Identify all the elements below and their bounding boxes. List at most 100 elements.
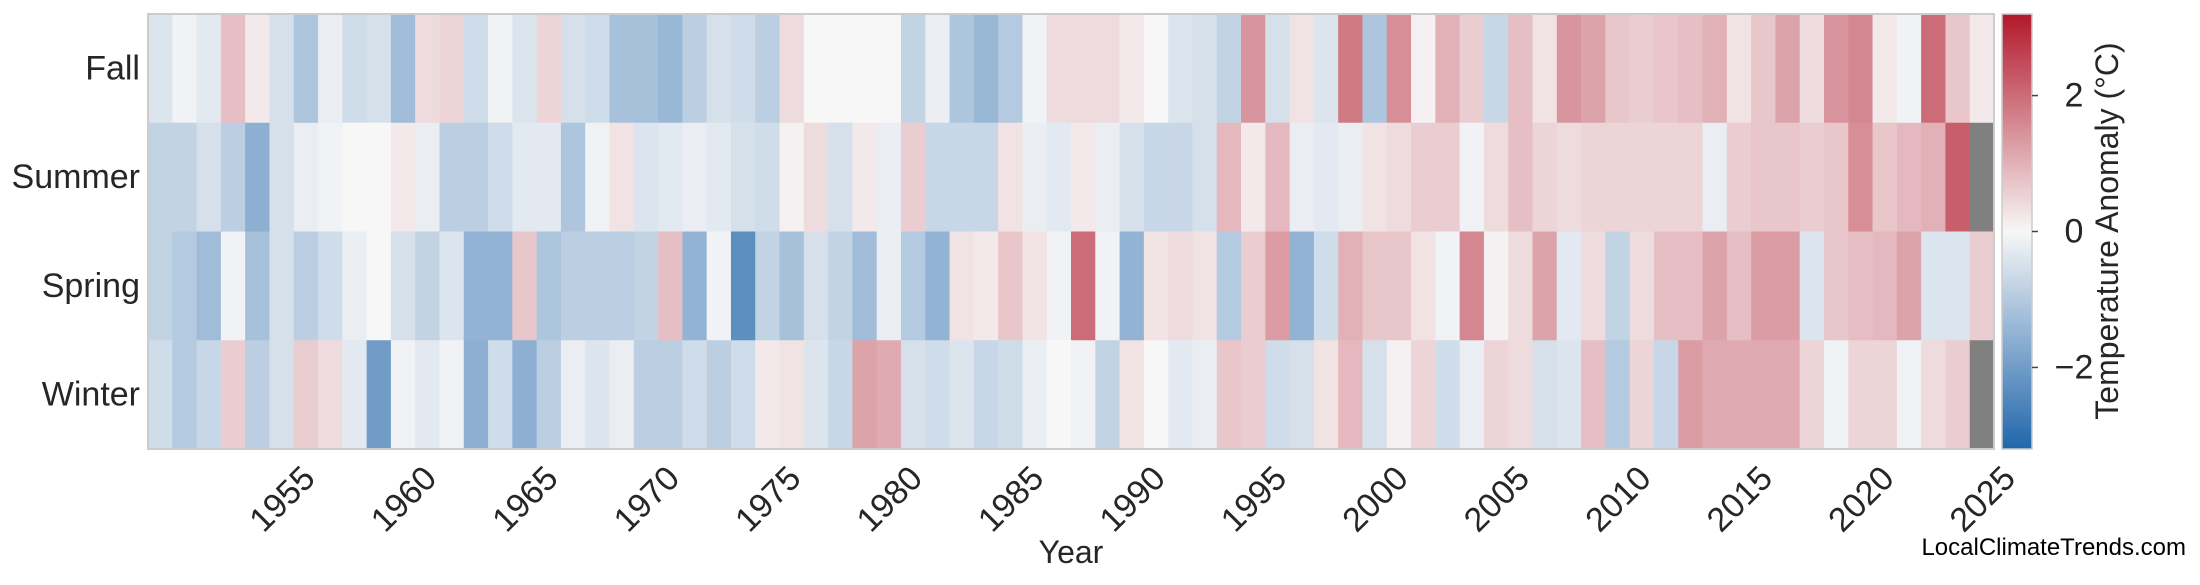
heatmap-cell bbox=[1095, 340, 1121, 450]
heatmap-cell bbox=[318, 14, 343, 124]
heatmap-cell bbox=[1532, 340, 1558, 450]
heatmap-cell bbox=[463, 340, 489, 450]
heatmap-cell bbox=[658, 340, 683, 450]
heatmap-cell bbox=[366, 231, 392, 341]
heatmap-cell bbox=[1726, 14, 1752, 124]
heatmap-cell bbox=[196, 231, 222, 341]
x-tick-label: 1985 bbox=[971, 459, 1051, 539]
heatmap-cell bbox=[560, 340, 586, 450]
heatmap-cell bbox=[1653, 231, 1679, 341]
heatmap-cell bbox=[1192, 122, 1218, 233]
heatmap-cell bbox=[1848, 231, 1874, 341]
heatmap-cell bbox=[852, 340, 878, 450]
heatmap-cell bbox=[293, 231, 319, 341]
heatmap-cell bbox=[828, 340, 853, 450]
heatmap-cell bbox=[755, 231, 781, 341]
heatmap-cell bbox=[585, 122, 611, 233]
heatmap-cell bbox=[1362, 122, 1388, 233]
heatmap-cell bbox=[1411, 122, 1436, 233]
heatmap-cell bbox=[1775, 14, 1801, 124]
heatmap-cell bbox=[1459, 340, 1485, 450]
colorbar-tick-label: 0 bbox=[2065, 213, 2084, 251]
heatmap-cell bbox=[1702, 340, 1728, 450]
heatmap-cell bbox=[1143, 14, 1169, 124]
heatmap-cell bbox=[1046, 14, 1072, 124]
heatmap-cell bbox=[463, 231, 489, 341]
heatmap-cell bbox=[439, 14, 465, 124]
heatmap-cell bbox=[439, 231, 465, 341]
heatmap-cell bbox=[1945, 340, 1971, 450]
heatmap-cell bbox=[488, 231, 513, 341]
colorbar-ticks: −2 0 2 bbox=[2032, 77, 2093, 386]
heatmap-cell bbox=[1313, 122, 1339, 233]
heatmap-cell bbox=[1459, 122, 1485, 233]
heatmap-cell bbox=[1653, 340, 1679, 450]
heatmap-cell bbox=[1921, 14, 1947, 124]
heatmap-cell bbox=[512, 14, 538, 124]
heatmap-cell bbox=[1678, 231, 1704, 341]
x-tick-label: 1955 bbox=[242, 459, 322, 539]
heatmap-cell bbox=[1168, 340, 1194, 450]
heatmap-cell bbox=[1411, 340, 1436, 450]
heatmap-cell bbox=[512, 122, 538, 233]
heatmap-cell bbox=[1969, 122, 1995, 233]
heatmap-cells bbox=[148, 14, 1995, 450]
heatmap-cell bbox=[949, 340, 975, 450]
heatmap-cell bbox=[1823, 340, 1849, 450]
heatmap-cell bbox=[658, 231, 683, 341]
heatmap-cell bbox=[1143, 122, 1169, 233]
heatmap-cell bbox=[828, 14, 853, 124]
heatmap-cell bbox=[1508, 122, 1534, 233]
heatmap-cell bbox=[609, 14, 635, 124]
heatmap-cell bbox=[1532, 231, 1558, 341]
heatmap-cell bbox=[1823, 231, 1849, 341]
x-tick-label: 1980 bbox=[850, 459, 930, 539]
heatmap-cell bbox=[1095, 231, 1121, 341]
heatmap-cell bbox=[1508, 14, 1534, 124]
heatmap-cell bbox=[196, 122, 222, 233]
x-tick-label: 2020 bbox=[1821, 459, 1901, 539]
heatmap-cell bbox=[1168, 14, 1194, 124]
heatmap-cell bbox=[390, 122, 416, 233]
heatmap-cell bbox=[342, 231, 368, 341]
heatmap-cell bbox=[1581, 122, 1606, 233]
heatmap-cell bbox=[536, 231, 562, 341]
heatmap-cell bbox=[148, 340, 173, 450]
heatmap-cell bbox=[1508, 231, 1534, 341]
heatmap-cell bbox=[1678, 14, 1704, 124]
heatmap-cell bbox=[730, 14, 756, 124]
heatmap-cell bbox=[560, 231, 586, 341]
heatmap-cell bbox=[1872, 122, 1898, 233]
heatmap-cell bbox=[609, 340, 635, 450]
heatmap-cell bbox=[560, 122, 586, 233]
heatmap-cell bbox=[415, 340, 441, 450]
heatmap-cell bbox=[973, 14, 999, 124]
heatmap-cell bbox=[998, 231, 1024, 341]
heatmap-cell bbox=[196, 14, 222, 124]
heatmap-cell bbox=[1653, 14, 1679, 124]
heatmap-cell bbox=[1071, 231, 1096, 341]
heatmap-cell bbox=[900, 231, 926, 341]
heatmap-cell bbox=[730, 122, 756, 233]
heatmap-cell bbox=[560, 14, 586, 124]
heatmap-cell bbox=[172, 340, 198, 450]
heatmap-cell bbox=[1678, 122, 1704, 233]
heatmap-cell bbox=[973, 231, 999, 341]
heatmap-cell bbox=[536, 340, 562, 450]
heatmap-cell bbox=[779, 14, 805, 124]
heatmap-cell bbox=[415, 122, 441, 233]
heatmap-cell bbox=[1338, 231, 1364, 341]
heatmap-cell bbox=[1313, 340, 1339, 450]
heatmap-cell bbox=[245, 340, 271, 450]
heatmap-cell bbox=[148, 122, 173, 233]
colorbar-tick-label: 2 bbox=[2065, 77, 2084, 115]
heatmap-cell bbox=[585, 14, 611, 124]
heatmap-cell bbox=[1362, 231, 1388, 341]
heatmap-cell bbox=[1629, 14, 1655, 124]
x-tick-label: 1995 bbox=[1214, 459, 1294, 539]
heatmap-cell bbox=[1095, 122, 1121, 233]
heatmap-cell bbox=[1265, 340, 1291, 450]
heatmap-cell bbox=[1823, 122, 1849, 233]
heatmap-cell bbox=[318, 122, 343, 233]
heatmap-cell bbox=[1119, 231, 1145, 341]
